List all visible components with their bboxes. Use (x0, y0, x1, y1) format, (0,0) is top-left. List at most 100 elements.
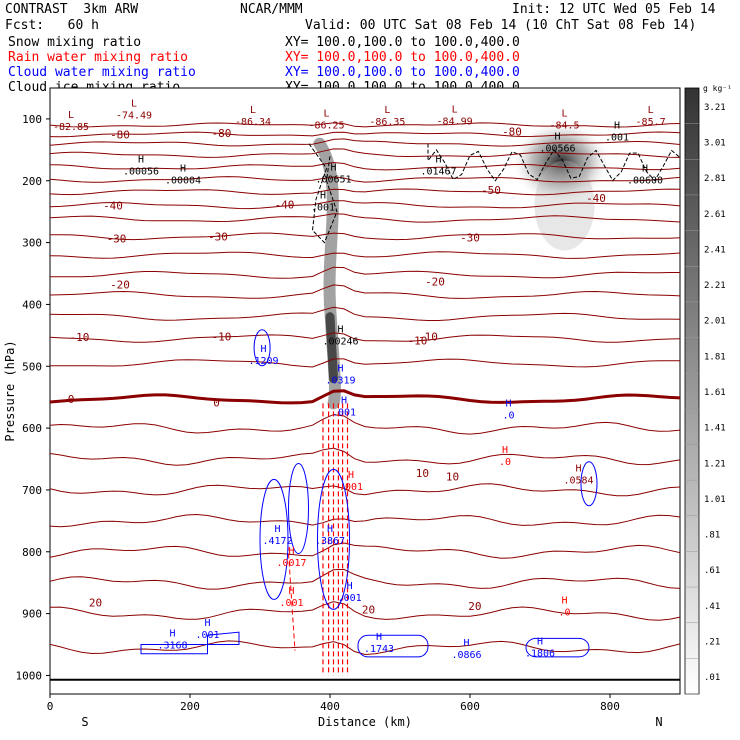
field-name-snow: Snow mixing ratio (8, 35, 142, 50)
field-xy-cloud-water: XY= 100.0,100.0 to 100.0,400.0 (285, 65, 520, 80)
north-label: N (655, 715, 662, 729)
temp-contour-label: 10 (446, 470, 459, 483)
temp-contour-label: 0 (68, 393, 75, 406)
temp-contour-line (50, 513, 680, 528)
extremum-value: -84.99 (437, 116, 473, 127)
snow-plume-north-tail (534, 160, 595, 251)
colorbar-level: 3.21 (704, 103, 726, 113)
temp-contour-label: -40 (103, 199, 123, 212)
x-axis-label: Distance (km) (318, 715, 412, 729)
valid-time: Valid: 00 UTC Sat 08 Feb 14 (10 ChT Sat … (305, 18, 697, 33)
extremum-value: .00056 (123, 166, 159, 177)
extremum-value: .0319 (325, 375, 355, 386)
extremum-marker: H (288, 586, 294, 597)
extremum-value: .001 (195, 630, 219, 641)
colorbar-bar (684, 87, 700, 695)
temp-contour-line (50, 232, 680, 241)
temp-contour-label: -40 (586, 192, 606, 205)
extremum-value: .1806 (525, 649, 555, 660)
extremum-marker: H (435, 154, 441, 165)
extremum-value: -84.5 (549, 121, 579, 132)
temp-contour-line (50, 251, 680, 259)
extremum-value: .00246 (322, 336, 358, 347)
extremum-value: .01467 (420, 166, 456, 177)
temp-contour-label: 20 (89, 596, 102, 609)
temp-contour-line (50, 542, 680, 559)
forecast-hour: Fcst: 60 h (5, 18, 99, 33)
microphysics-contours (140, 143, 680, 676)
extremum-marker: H (320, 190, 326, 201)
colorbar: 3.21 3.01 2.81 2.61 2.41 2.21 2.01 1.81 1.61 1.41… (684, 84, 732, 695)
colorbar-level: 1.81 (704, 352, 726, 362)
temperature-contours (50, 122, 680, 681)
colorbar-level: 1.61 (704, 388, 726, 398)
cloud-ice-contour-west (308, 143, 338, 244)
y-tick-label: 400 (22, 298, 42, 311)
temp-contour-label: 0 (213, 397, 220, 410)
extremum-value: .3168 (157, 641, 187, 652)
y-tick-label: 600 (22, 422, 42, 435)
extremum-value: .001 (311, 202, 335, 213)
temp-contour-line (50, 640, 680, 656)
extremum-marker: H (505, 399, 511, 410)
temp-contour-line (50, 138, 680, 147)
extremum-marker: H (376, 632, 382, 643)
extremum-value: .0 (499, 457, 511, 468)
extremum-marker: H (330, 162, 336, 173)
extremum-marker: H (274, 524, 280, 535)
extremum-value: .00004 (165, 176, 201, 187)
extremum-marker: H (337, 324, 343, 335)
y-axis-label: Pressure (hPa) (3, 340, 17, 441)
colorbar-level: 2.81 (704, 174, 726, 184)
temp-contour-label: -10 (212, 331, 232, 344)
extremum-marker: H (554, 132, 560, 143)
temp-contour-line (50, 601, 680, 621)
temp-contour-label: -80 (110, 128, 130, 141)
temp-contour-label: -80 (212, 127, 232, 140)
y-tick-label: 200 (22, 175, 42, 188)
extremum-value: -82.85 (53, 122, 89, 133)
x-tick-label: 800 (600, 700, 620, 713)
temp-contour-line (50, 131, 680, 138)
snow-plume-core (325, 312, 338, 384)
colorbar-level: 2.61 (704, 210, 726, 220)
extremum-marker: L (648, 105, 654, 116)
extremum-marker: H (260, 344, 266, 355)
temp-contour-label: -30 (460, 232, 480, 245)
field-xy-rain: XY= 100.0,100.0 to 100.0,400.0 (285, 50, 520, 65)
temp-contour-label: -10 (408, 334, 428, 347)
colorbar-level: .01 (704, 673, 720, 683)
extremum-marker: H (341, 396, 347, 407)
temp-contour-label: -10 (418, 331, 438, 344)
extremum-value: -85.7 (636, 117, 666, 128)
snow-shading (313, 122, 609, 410)
extremum-marker: L (452, 104, 458, 115)
temp-contour-line (50, 176, 680, 183)
cloud-water-contour (140, 631, 240, 655)
temp-contour-label: -50 (481, 184, 501, 197)
temp-contour-line (50, 266, 680, 279)
extremum-marker: H (502, 445, 508, 456)
extremum-marker: H (138, 154, 144, 165)
extremum-value: .3867 (315, 536, 345, 547)
temp-contour-label: -10 (69, 331, 89, 344)
y-tick-label: 1000 (16, 669, 43, 682)
chart-title: CONTRAST 3km ARW (5, 2, 139, 17)
colorbar-level: 1.01 (704, 495, 726, 505)
cloud-water-contour (580, 461, 598, 507)
extremum-marker: H (561, 595, 567, 606)
cloud-water-contour (525, 637, 590, 658)
extremum-value: .001 (339, 482, 363, 493)
temp-contour-line (50, 332, 680, 343)
rain-water-contour (287, 545, 296, 651)
extremum-marker: H (348, 470, 354, 481)
extremum-marker: H (337, 363, 343, 374)
colorbar-level: 2.01 (704, 317, 726, 327)
cloud-water-contour (317, 468, 350, 610)
extremum-value: .0 (502, 411, 514, 422)
cloud-ice-contour-east (427, 143, 680, 182)
extremum-marker: H (288, 546, 294, 557)
contour-labels: -80 -80 -80-50-40 -40 -40-30 -30 -30-20 -20-10-… (53, 99, 666, 661)
x-tick-label: 200 (180, 700, 200, 713)
